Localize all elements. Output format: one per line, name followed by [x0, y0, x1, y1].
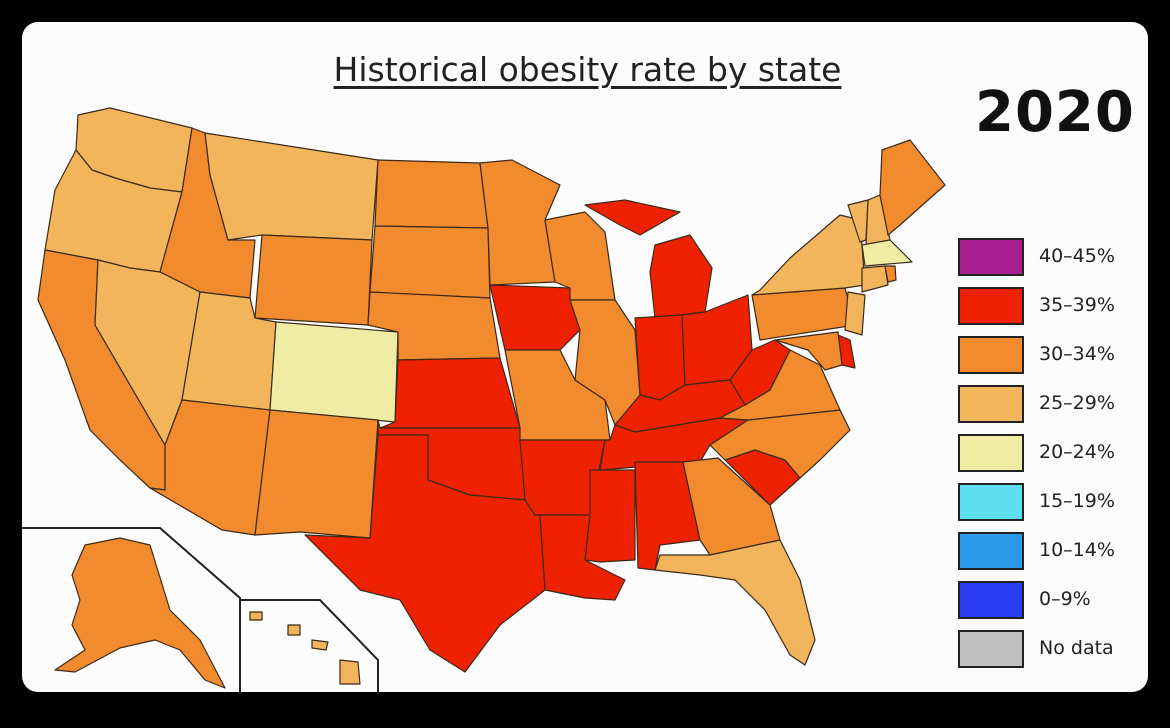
legend-swatch [958, 238, 1024, 276]
legend-label: 15–19% [1039, 490, 1115, 512]
legend-label: 25–29% [1039, 392, 1115, 414]
state-ND [374, 159, 489, 229]
state-MT [204, 132, 379, 241]
legend-label: 0–9% [1039, 588, 1091, 610]
legend-swatch [958, 532, 1024, 570]
legend-swatch [958, 336, 1024, 374]
legend-swatch [958, 434, 1024, 472]
state-RI [884, 265, 897, 283]
state-NJ [844, 291, 866, 336]
state-MD [774, 331, 843, 371]
state-HI [249, 611, 361, 685]
alaska-inset-border [22, 527, 241, 694]
map-title: Historical obesity rate by state [333, 50, 842, 89]
state-IN [634, 314, 686, 401]
legend-label: 10–14% [1039, 539, 1115, 561]
state-MS [584, 469, 636, 563]
year-label: 2020 [975, 80, 1135, 145]
state-FL [654, 539, 816, 666]
legend-swatch [958, 385, 1024, 423]
state-MO [504, 349, 611, 441]
state-KS [379, 357, 521, 429]
state-SD [369, 225, 491, 299]
state-PA [751, 287, 856, 341]
legend-swatch [958, 581, 1024, 619]
state-NM [254, 409, 379, 539]
state-CO [269, 321, 399, 423]
legend-label: No data [1039, 637, 1114, 659]
state-NY [751, 214, 866, 296]
legend-swatch [958, 630, 1024, 668]
state-TX [304, 434, 546, 673]
state-IA [489, 284, 581, 351]
legend-swatch [958, 287, 1024, 325]
state-WI [544, 211, 616, 301]
legend-label: 20–24% [1039, 441, 1115, 463]
legend-swatch [958, 483, 1024, 521]
legend-label: 35–39% [1039, 294, 1115, 316]
state-CT [861, 265, 889, 293]
state-WV [729, 339, 791, 406]
legend-label: 30–34% [1039, 343, 1115, 365]
state-MA [861, 239, 913, 267]
legend-label: 40–45% [1039, 245, 1115, 267]
state-AK [54, 537, 226, 689]
state-WY [254, 234, 373, 326]
state-ME [879, 139, 946, 236]
hawaii-inset-border [240, 599, 379, 694]
